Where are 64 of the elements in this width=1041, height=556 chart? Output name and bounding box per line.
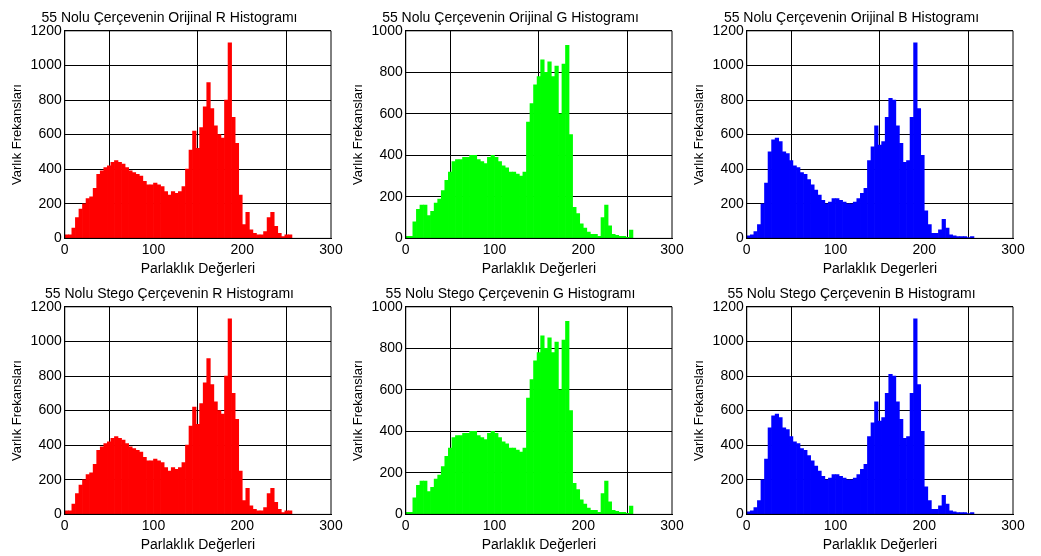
y-tick-label: 200 — [38, 470, 62, 487]
x-axis-title: Parlaklık Degerleri — [822, 260, 938, 277]
x-tick-label: 100 — [482, 240, 507, 257]
y-tick-label: 600 — [720, 125, 744, 142]
y-tick-label: 800 — [38, 90, 62, 107]
x-tick-label: 100 — [482, 516, 507, 533]
x-tick-label: 200 — [912, 516, 937, 533]
y-axis-title: Varlık Frekansları — [350, 84, 366, 186]
y-tick-label: 0 — [735, 229, 744, 246]
x-tick-label: 100 — [823, 516, 848, 533]
x-tick-label: 100 — [823, 240, 848, 257]
y-axis-title: Varlık Frekansları — [350, 360, 366, 462]
x-tick-label: 200 — [571, 240, 596, 257]
y-tick-label: 0 — [394, 505, 403, 522]
y-tick-label: 800 — [720, 366, 744, 383]
y-tick-label: 600 — [38, 401, 62, 418]
y-tick-label: 600 — [38, 125, 62, 142]
y-tick-label: 200 — [379, 463, 403, 480]
y-tick-label: 600 — [379, 104, 403, 121]
y-tick-label: 800 — [379, 339, 403, 356]
x-tick-label: 300 — [319, 516, 343, 533]
y-tick-label: 800 — [720, 90, 744, 107]
y-tick-label: 200 — [38, 194, 62, 211]
y-axis-title: Varlık Frekansları — [9, 84, 25, 186]
y-tick-label: 400 — [38, 160, 62, 177]
x-axis-title: Parlaklık Değerleri — [822, 536, 938, 553]
y-tick-label: 800 — [379, 63, 403, 80]
x-tick-label: 300 — [1001, 240, 1025, 257]
y-tick-label: 1000 — [30, 332, 62, 349]
y-tick-label: 1000 — [712, 332, 744, 349]
y-tick-label: 400 — [38, 436, 62, 453]
y-axis-title: Varlık Frekansları — [9, 360, 25, 462]
y-tick-label: 600 — [720, 401, 744, 418]
x-axis-title: Parlaklık Değerleri — [140, 260, 256, 277]
x-tick-label: 300 — [660, 240, 684, 257]
x-tick-label: 300 — [660, 516, 684, 533]
x-tick-label: 100 — [141, 240, 166, 257]
x-tick-label: 300 — [1001, 516, 1025, 533]
x-tick-label: 300 — [319, 240, 343, 257]
y-axis-title: Varlık Frekansları — [691, 84, 707, 186]
y-tick-label: 0 — [735, 505, 744, 522]
y-tick-label: 0 — [53, 505, 62, 522]
x-tick-label: 100 — [141, 516, 166, 533]
y-tick-label: 1000 — [712, 56, 744, 73]
y-tick-label: 200 — [379, 187, 403, 204]
y-tick-label: 200 — [720, 470, 744, 487]
x-tick-label: 200 — [230, 516, 255, 533]
x-tick-label: 200 — [912, 240, 937, 257]
x-axis-title: Parlaklık Değerleri — [481, 536, 597, 553]
x-tick-label: 200 — [230, 240, 255, 257]
y-tick-label: 0 — [394, 229, 403, 246]
y-tick-label: 800 — [38, 366, 62, 383]
y-tick-label: 400 — [720, 436, 744, 453]
y-tick-label: 400 — [379, 422, 403, 439]
y-tick-label: 1000 — [30, 56, 62, 73]
x-axis-title: Parlaklık Değerleri — [140, 536, 256, 553]
x-tick-label: 200 — [571, 516, 596, 533]
y-tick-label: 200 — [720, 194, 744, 211]
y-tick-label: 400 — [379, 146, 403, 163]
y-tick-label: 400 — [720, 160, 744, 177]
y-tick-label: 600 — [379, 380, 403, 397]
x-axis-title: Parlaklık Değerleri — [481, 260, 597, 277]
y-axis-title: Varlık Frekansları — [691, 360, 707, 462]
y-tick-label: 0 — [53, 229, 62, 246]
